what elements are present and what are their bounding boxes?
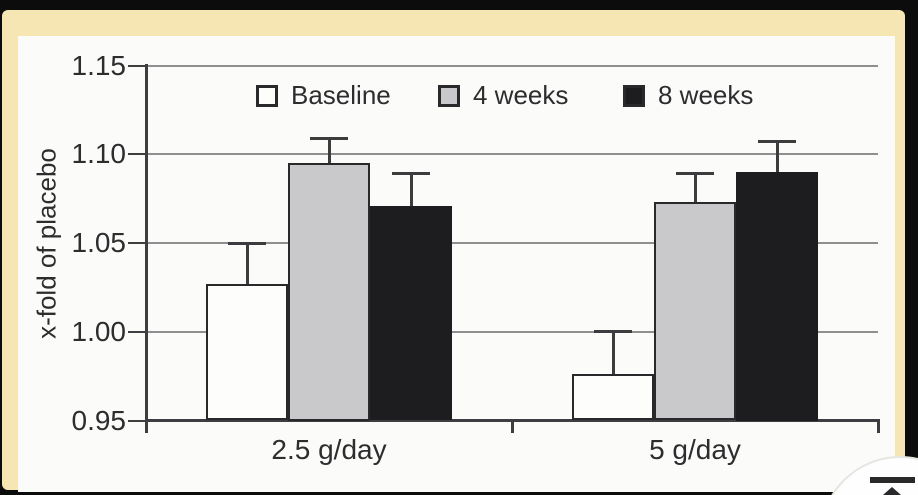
bar-4-weeks-2-5-g-day xyxy=(288,163,370,421)
y-tick-0.95 xyxy=(128,419,146,422)
error-cap-baseline-5-g-day xyxy=(594,330,632,334)
error-bar-4-weeks-5-g-day xyxy=(693,173,697,203)
legend-label-4-weeks: 4 weeks xyxy=(473,80,569,110)
bar-4-weeks-5-g-day xyxy=(654,202,736,421)
error-cap-8-weeks-5-g-day xyxy=(758,140,796,144)
bar-baseline-5-g-day xyxy=(572,374,654,421)
legend-swatch-4-weeks xyxy=(438,84,460,107)
legend-swatch-baseline xyxy=(256,84,278,107)
category-label-2-5-g-day: 2.5 g/day xyxy=(271,434,387,465)
x-tick-0 xyxy=(144,420,148,433)
error-bar-8-weeks-2-5-g-day xyxy=(409,173,413,206)
x-tick-2 xyxy=(876,420,880,433)
y-tick-1.00 xyxy=(128,330,146,333)
y-tick-label-0.95: 0.95 xyxy=(71,404,127,436)
error-cap-baseline-2-5-g-day xyxy=(228,241,266,245)
error-cap-4-weeks-2-5-g-day xyxy=(310,136,348,140)
y-tick-1.05 xyxy=(128,242,146,244)
gridline-1.05 xyxy=(146,242,878,244)
legend-swatch-8-weeks xyxy=(623,84,645,107)
legend-item-baseline: Baseline xyxy=(256,80,391,111)
error-bar-baseline-2-5-g-day xyxy=(245,243,249,284)
bar-baseline-2-5-g-day xyxy=(206,283,288,421)
legend-item-4-weeks: 4 weeks xyxy=(438,80,568,111)
y-tick-label-1.10: 1.10 xyxy=(71,138,127,170)
y-tick-label-1.00: 1.00 xyxy=(71,315,127,347)
bar-8-weeks-5-g-day xyxy=(736,172,818,421)
y-tick-label-1.15: 1.15 xyxy=(71,49,127,81)
error-bar-baseline-5-g-day xyxy=(611,331,615,375)
error-cap-4-weeks-5-g-day xyxy=(676,172,714,176)
y-tick-1.15 xyxy=(128,64,146,67)
gridline-1.15 xyxy=(146,64,878,67)
gridline-1.10 xyxy=(146,153,878,156)
error-bar-4-weeks-2-5-g-day xyxy=(327,138,331,164)
y-axis-line xyxy=(144,64,148,422)
y-tick-1.10 xyxy=(128,153,146,156)
legend-item-8-weeks: 8 weeks xyxy=(623,80,753,111)
error-bar-8-weeks-5-g-day xyxy=(775,141,779,172)
x-tick-1 xyxy=(510,420,514,433)
category-label-5-g-day: 5 g/day xyxy=(649,434,741,465)
legend-label-8-weeks: 8 weeks xyxy=(658,80,754,110)
legend-label-baseline: Baseline xyxy=(291,80,391,110)
bar-8-weeks-2-5-g-day xyxy=(370,205,452,421)
y-tick-label-1.05: 1.05 xyxy=(71,227,127,258)
error-cap-8-weeks-2-5-g-day xyxy=(392,172,430,176)
gridline-1.00 xyxy=(146,330,878,333)
